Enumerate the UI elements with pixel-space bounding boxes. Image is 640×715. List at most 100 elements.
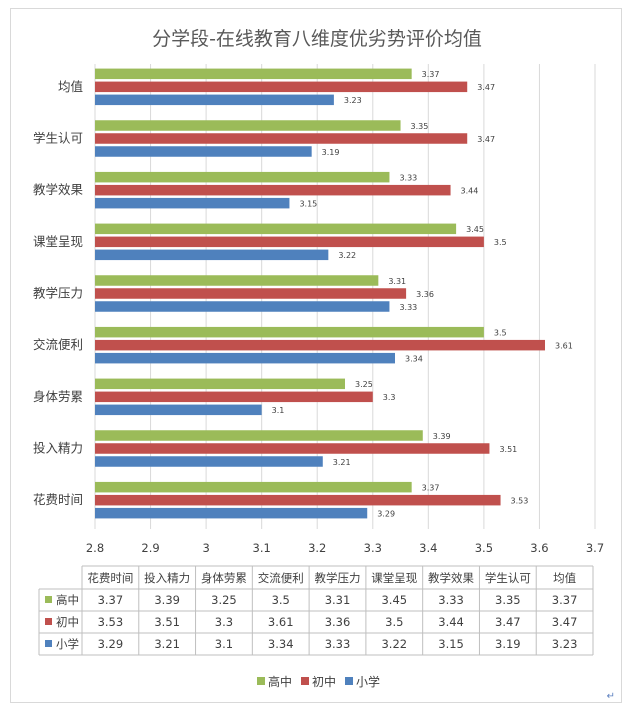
chart-frame: 分学段-在线教育八维度优劣势评价均值 3.37 3.47 3.23 3.35 3.47 3… xyxy=(10,8,622,703)
bar-小学-交流便利 xyxy=(95,352,395,364)
bar-小学-教学压力 xyxy=(95,301,390,312)
data-label: 3.47 xyxy=(477,135,495,144)
x-tick-label: 3.4 xyxy=(419,541,437,555)
data-label: 3.1 xyxy=(272,406,285,415)
table-header-cell: 教学效果 xyxy=(428,571,474,585)
data-label: 3.29 xyxy=(377,509,395,518)
bar-初中-教学压力 xyxy=(95,288,407,299)
x-tick-label: 3.5 xyxy=(475,541,493,555)
bar-小学-学生认可 xyxy=(95,146,312,157)
data-label: 3.5 xyxy=(494,238,507,247)
bar-初中-均值 xyxy=(95,81,468,93)
bar-高中-教学效果 xyxy=(95,171,390,183)
legend-label: 初中 xyxy=(312,674,336,689)
data-label: 3.33 xyxy=(399,303,417,312)
category-label: 教学效果 xyxy=(33,182,84,197)
table-cell: 3.37 xyxy=(552,593,578,607)
category-label: 投入精力 xyxy=(33,441,83,456)
x-tick-label: 3.3 xyxy=(364,541,382,555)
bar-小学-花费时间 xyxy=(95,507,368,519)
data-label: 3.37 xyxy=(422,483,440,492)
data-label: 3.5 xyxy=(494,328,507,337)
data-label: 3.37 xyxy=(422,70,440,79)
table-legend-key xyxy=(45,640,52,647)
data-label: 3.23 xyxy=(344,96,362,105)
bar-初中-课堂呈现 xyxy=(95,236,484,248)
table-cell: 3.3 xyxy=(215,615,233,629)
table-cell: 3.29 xyxy=(98,637,124,651)
x-tick-label: 3.2 xyxy=(308,541,326,555)
table-cell: 3.23 xyxy=(552,637,578,651)
data-label: 3.33 xyxy=(399,173,417,182)
data-label: 3.36 xyxy=(416,290,434,299)
table-legend-key xyxy=(45,618,52,625)
table-cell: 3.33 xyxy=(325,637,351,651)
x-tick-label: 3 xyxy=(202,541,209,555)
bar-小学-均值 xyxy=(95,94,334,106)
data-label: 3.47 xyxy=(477,83,495,92)
table-header-cell: 身体劳累 xyxy=(201,571,247,585)
bar-初中-投入精力 xyxy=(95,443,490,454)
table-cell: 3.34 xyxy=(268,637,294,651)
bar-高中-教学压力 xyxy=(95,275,379,286)
legend-label: 高中 xyxy=(268,674,292,689)
category-label: 花费时间 xyxy=(33,492,83,507)
bar-高中-身体劳累 xyxy=(95,378,345,390)
x-tick-label: 2.9 xyxy=(141,541,159,555)
bar-高中-交流便利 xyxy=(95,326,484,338)
category-label: 身体劳累 xyxy=(33,389,83,404)
category-label: 课堂呈现 xyxy=(33,234,83,249)
table-cell: 3.44 xyxy=(438,615,464,629)
table-cell: 3.33 xyxy=(438,593,464,607)
table-cell: 3.1 xyxy=(215,637,233,651)
bar-小学-课堂呈现 xyxy=(95,249,329,261)
x-tick-labels: 2.8 2.9 3 3.1 3.2 3.3 3.4 3.5 3.6 3.7 xyxy=(86,541,604,555)
bar-初中-交流便利 xyxy=(95,339,545,351)
table-cell: 3.47 xyxy=(552,615,578,629)
category-label: 教学压力 xyxy=(33,286,83,301)
bar-高中-花费时间 xyxy=(95,481,412,493)
bar-高中-课堂呈现 xyxy=(95,223,457,235)
table-header-cell: 课堂呈现 xyxy=(371,571,417,585)
data-label: 3.45 xyxy=(466,225,484,234)
table-cell: 3.15 xyxy=(438,637,464,651)
data-label: 3.19 xyxy=(322,148,340,157)
table-cell: 3.22 xyxy=(381,637,407,651)
chart-title: 分学段-在线教育八维度优劣势评价均值 xyxy=(152,28,482,50)
x-tick-label: 3.6 xyxy=(530,541,548,555)
category-label: 均值 xyxy=(58,79,83,94)
table-cell: 3.39 xyxy=(154,593,180,607)
bar-高中-均值 xyxy=(95,68,412,80)
bar-小学-身体劳累 xyxy=(95,404,262,416)
bar-小学-教学效果 xyxy=(95,197,290,209)
table-cell: 3.36 xyxy=(325,615,351,629)
data-label: 3.44 xyxy=(461,186,479,195)
bar-初中-身体劳累 xyxy=(95,391,373,403)
table-row-label: 小学 xyxy=(56,637,79,651)
data-label: 3.21 xyxy=(333,458,351,467)
legend-swatch xyxy=(301,677,309,685)
paragraph-mark-icon: ↵ xyxy=(607,691,615,702)
table-cell: 3.21 xyxy=(154,637,180,651)
data-label: 3.51 xyxy=(499,445,517,454)
table-cell: 3.47 xyxy=(495,615,521,629)
table-cell: 3.19 xyxy=(495,637,521,651)
bar-高中-学生认可 xyxy=(95,120,401,131)
data-label: 3.15 xyxy=(299,199,317,208)
data-label: 3.31 xyxy=(388,277,406,286)
table-cell: 3.37 xyxy=(98,593,124,607)
legend-swatch xyxy=(345,677,353,685)
table-legend-key xyxy=(45,596,52,603)
legend-swatch xyxy=(257,677,265,685)
category-label: 学生认可 xyxy=(33,131,83,146)
x-tick-label: 2.8 xyxy=(86,541,104,555)
table-row-label: 高中 xyxy=(56,593,79,607)
data-label: 3.39 xyxy=(433,432,451,441)
table-cell: 3.5 xyxy=(385,615,403,629)
data-label: 3.25 xyxy=(355,380,373,389)
table-header-cell: 交流便利 xyxy=(258,571,304,585)
data-label: 3.22 xyxy=(338,251,356,260)
table-row-label: 初中 xyxy=(56,615,79,629)
table-header-cell: 均值 xyxy=(553,571,576,585)
legend: 高中 初中 小学 xyxy=(257,674,380,689)
